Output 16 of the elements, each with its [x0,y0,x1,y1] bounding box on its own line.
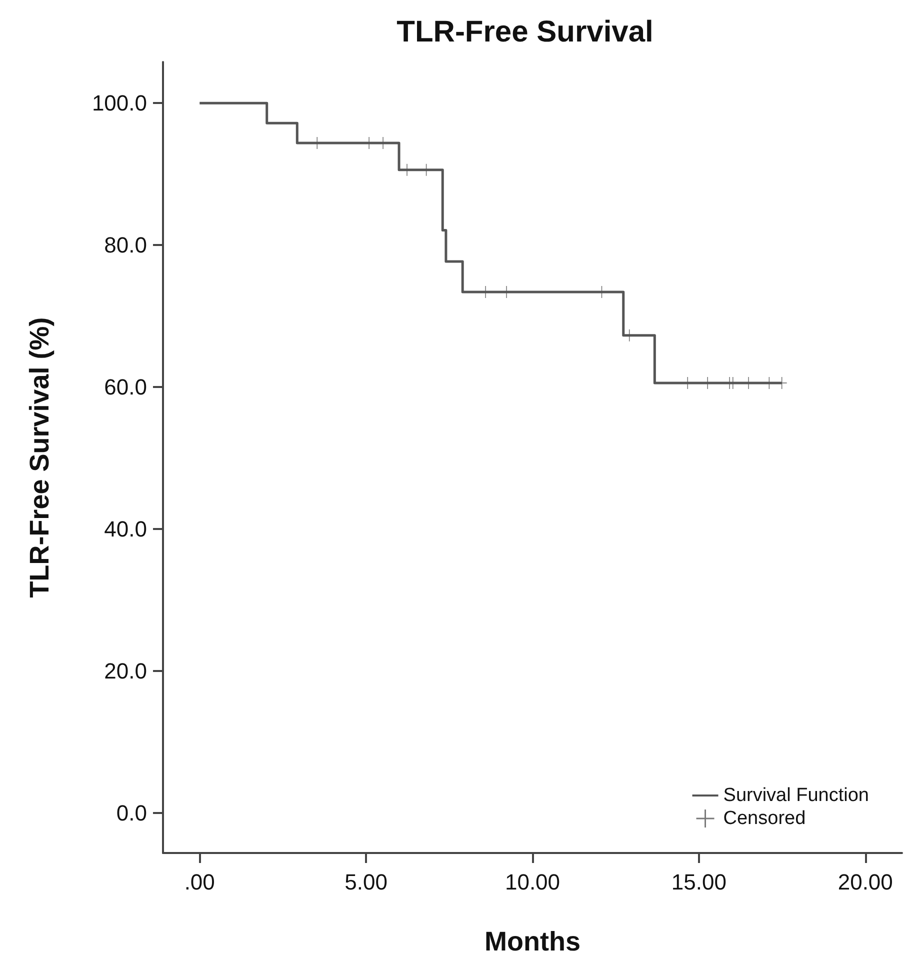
y-tick-label: 0.0 [116,800,147,826]
x-axis-title: Months [484,926,580,956]
legend-label: Censored [723,808,806,829]
x-tick-label: 5.00 [344,870,388,894]
x-tick-label: 10.00 [504,870,560,894]
legend-label: Survival Function [723,785,870,806]
x-tick-label: 20.00 [838,870,893,894]
y-axis-title: TLR-Free Survival (%) [24,317,54,598]
y-tick-label: 60.0 [104,374,147,400]
y-tick-label: 80.0 [104,232,147,258]
x-tick-label: .00 [184,870,215,894]
chart-title: TLR-Free Survival [396,16,654,48]
y-tick-label: 100.0 [92,90,147,116]
x-tick-label: 15.00 [671,870,726,894]
y-tick-label: 40.0 [104,516,147,542]
y-tick-label: 20.0 [104,658,147,684]
